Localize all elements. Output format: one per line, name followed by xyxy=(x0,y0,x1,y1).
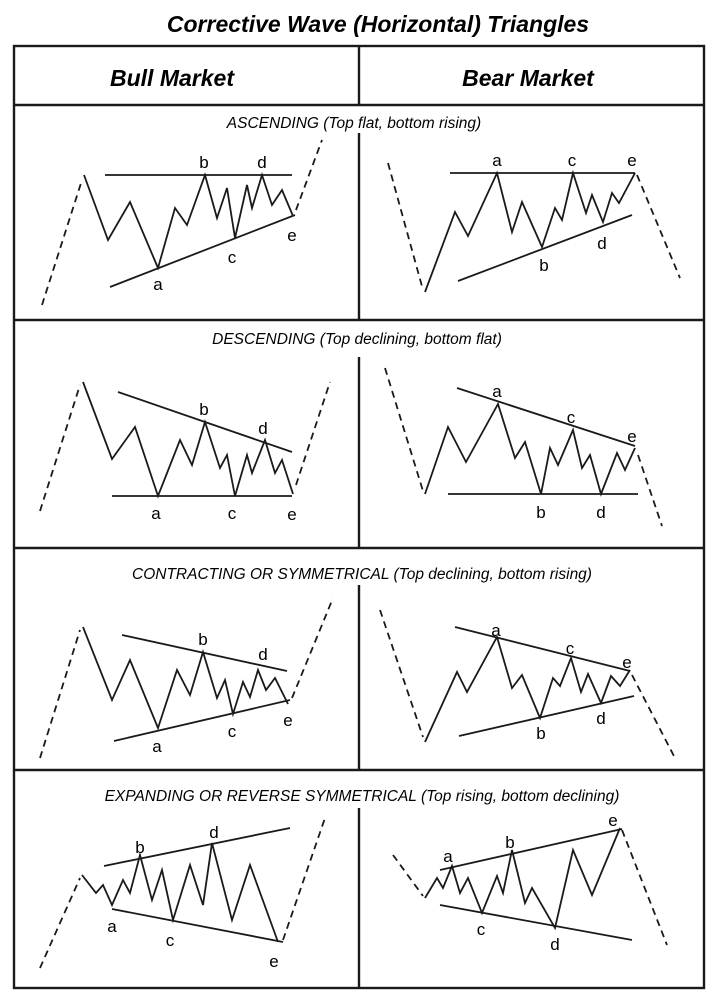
ascending-bull-breakout-dashed xyxy=(295,139,323,211)
descending-bear-label-a: a xyxy=(492,382,502,401)
expanding-bear-label-d: d xyxy=(550,935,559,954)
ascending-bull-label-e: e xyxy=(287,226,296,245)
ascending-bull-prior-trend-dashed xyxy=(41,179,83,306)
descending-bear-breakout-dashed xyxy=(637,454,663,527)
descending-bull-panel: a b c d e xyxy=(39,381,331,524)
descending-bull-label-a: a xyxy=(151,504,161,523)
descending-bear-label-c: c xyxy=(567,408,576,427)
ascending-bull-label-b: b xyxy=(199,153,208,172)
descending-subtitle: DESCENDING (Top declining, bottom flat) xyxy=(212,331,502,348)
contracting-bull-lower-trendline xyxy=(113,699,291,742)
contracting-bear-panel: a b c d e xyxy=(379,609,677,761)
diagram-title: Corrective Wave (Horizontal) Triangles xyxy=(167,11,589,37)
contracting-bear-wave-path xyxy=(424,634,631,743)
contracting-bull-label-d: d xyxy=(258,645,267,664)
contracting-bull-wave-path xyxy=(82,626,289,731)
expanding-bull-breakout-dashed xyxy=(282,817,326,941)
descending-bull-prior-trend-dashed xyxy=(39,384,81,512)
descending-bull-label-b: b xyxy=(199,400,208,419)
descending-bull-label-c: c xyxy=(228,504,237,523)
ascending-bear-prior-trend-dashed xyxy=(387,162,424,291)
expanding-bear-wave-path xyxy=(424,827,621,931)
expanding-bull-label-a: a xyxy=(107,917,117,936)
expanding-subtitle: EXPANDING OR REVERSE SYMMETRICAL (Top ri… xyxy=(105,788,620,805)
ascending-bear-label-a: a xyxy=(492,151,502,170)
expanding-bull-label-c: c xyxy=(166,931,175,950)
expanding-bear-breakout-dashed xyxy=(621,829,668,946)
bull-market-header: Bull Market xyxy=(110,65,235,91)
expanding-bear-upper-trendline xyxy=(439,828,623,871)
contracting-bear-lower-trendline xyxy=(458,695,635,737)
expanding-bull-upper-trendline xyxy=(103,827,291,867)
expanding-bull-prior-trend-dashed xyxy=(39,877,81,969)
ascending-bull-label-d: d xyxy=(257,153,266,172)
ascending-bull-panel: a b c d e xyxy=(41,139,323,306)
ascending-bull-label-c: c xyxy=(228,248,237,267)
contracting-bear-label-a: a xyxy=(491,621,501,640)
expanding-bear-prior-trend-dashed xyxy=(392,854,424,897)
contracting-bull-label-c: c xyxy=(228,722,237,741)
ascending-subtitle: ASCENDING (Top flat, bottom rising) xyxy=(226,115,481,132)
contracting-bull-breakout-dashed xyxy=(291,597,334,699)
contracting-bull-label-b: b xyxy=(198,630,207,649)
expanding-bull-lower-trendline xyxy=(111,908,284,943)
expanding-bull-label-b: b xyxy=(135,838,144,857)
contracting-bear-upper-trendline xyxy=(454,626,631,672)
descending-bull-wave-path xyxy=(82,381,294,499)
expanding-bear-label-c: c xyxy=(477,920,486,939)
ascending-bull-lower-trendline xyxy=(109,214,296,288)
ascending-bear-lower-trendline xyxy=(457,214,633,282)
contracting-bear-label-b: b xyxy=(536,724,545,743)
contracting-bear-breakout-dashed xyxy=(631,674,677,761)
ascending-bear-label-c: c xyxy=(568,151,577,170)
ascending-bear-label-b: b xyxy=(539,256,548,275)
ascending-bear-label-d: d xyxy=(597,234,606,253)
contracting-bear-label-c: c xyxy=(566,639,575,658)
expanding-bull-label-d: d xyxy=(209,823,218,842)
contracting-bear-label-d: d xyxy=(596,709,605,728)
contracting-bull-label-e: e xyxy=(283,711,292,730)
ascending-bear-breakout-dashed xyxy=(636,174,681,279)
descending-bear-panel: a b c d e xyxy=(384,367,663,527)
contracting-bear-prior-trend-dashed xyxy=(379,609,424,738)
ascending-bear-panel: a b c d e xyxy=(387,151,681,293)
bear-market-header: Bear Market xyxy=(462,65,595,91)
contracting-bull-prior-trend-dashed xyxy=(39,629,81,759)
expanding-bear-label-e: e xyxy=(608,811,617,830)
expanding-bear-label-b: b xyxy=(505,833,514,852)
descending-bear-upper-trendline xyxy=(456,387,636,447)
ascending-bull-wave-path xyxy=(83,172,294,271)
descending-bull-label-d: d xyxy=(258,419,267,438)
expanding-bear-lower-trendline xyxy=(439,904,633,941)
wave-panels: a b c d e a b c d e a b c d e a b c d e a b c d e a b c d e a b c d e a b c d e xyxy=(39,139,681,971)
contracting-bull-panel: a b c d e xyxy=(39,597,334,759)
expanding-bull-panel: a b c d e xyxy=(39,817,326,971)
contracting-bull-upper-trendline xyxy=(121,634,288,672)
descending-bear-wave-path xyxy=(424,401,636,497)
expanding-bear-label-a: a xyxy=(443,847,453,866)
expanding-bull-wave-path xyxy=(81,842,279,943)
ascending-bear-label-e: e xyxy=(627,151,636,170)
descending-bear-label-b: b xyxy=(536,503,545,522)
descending-bear-label-d: d xyxy=(596,503,605,522)
contracting-bear-label-e: e xyxy=(622,653,631,672)
expanding-bear-panel: a b c d e xyxy=(392,811,668,954)
descending-bear-label-e: e xyxy=(627,427,636,446)
expanding-bull-label-e: e xyxy=(269,952,278,971)
descending-bear-prior-trend-dashed xyxy=(384,367,424,492)
descending-bull-label-e: e xyxy=(287,505,296,524)
ascending-bull-label-a: a xyxy=(153,275,163,294)
contracting-bull-label-a: a xyxy=(152,737,162,756)
descending-bull-breakout-dashed xyxy=(295,381,331,486)
contracting-subtitle: CONTRACTING OR SYMMETRICAL (Top declinin… xyxy=(132,566,592,583)
ascending-bear-wave-path xyxy=(424,169,636,293)
